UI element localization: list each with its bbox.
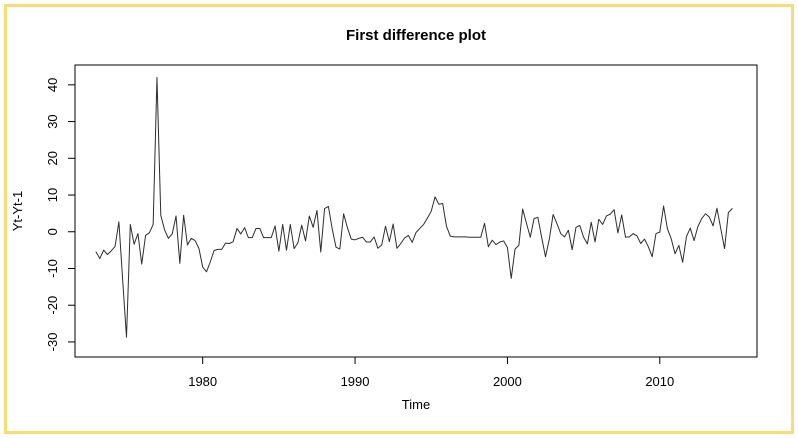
plot-box-border [74, 64, 758, 358]
y-tick-label: 0 [45, 228, 60, 235]
y-tick-label: -10 [45, 259, 60, 278]
x-tick-label: 2000 [493, 374, 522, 389]
y-tick-label: 20 [45, 151, 60, 165]
y-tick-label: -20 [45, 296, 60, 315]
x-axis-ticks [202, 357, 661, 364]
x-tick-label: 1990 [341, 374, 370, 389]
y-tick-label: 10 [45, 188, 60, 202]
y-tick-label: 40 [45, 78, 60, 92]
y-axis-tick-labels: -30 -20 -10 0 10 20 30 40 [45, 78, 60, 352]
y-axis-ticks [68, 84, 75, 343]
x-axis-tick-labels: 1980 1990 2000 2010 [188, 374, 674, 389]
x-tick-label: 2010 [645, 374, 674, 389]
x-axis-label: Time [402, 397, 430, 412]
chart-title: First difference plot [346, 27, 486, 44]
x-tick-label: 1980 [188, 374, 217, 389]
first-difference-series-line [95, 76, 733, 338]
y-tick-label: 30 [45, 114, 60, 128]
y-axis-label: Yt-Yt-1 [10, 191, 25, 231]
y-tick-label: -30 [45, 333, 60, 352]
